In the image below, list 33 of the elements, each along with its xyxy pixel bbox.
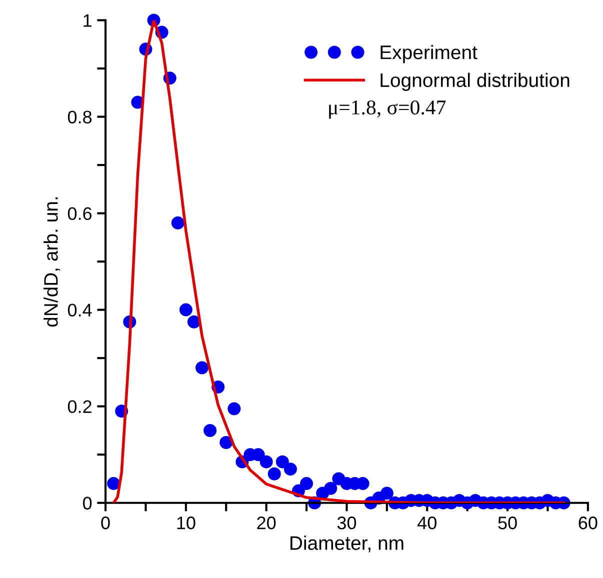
point (324, 482, 338, 495)
x-axis-title: Diameter, nm (290, 536, 404, 552)
annotation: μ=1.8, σ=0.47 (329, 100, 446, 119)
x-tick-label: 40 (418, 516, 436, 530)
point (300, 477, 314, 490)
x-tick-label: 20 (257, 516, 276, 530)
point (380, 486, 394, 500)
point (220, 436, 233, 450)
point (268, 467, 281, 480)
x-tick-label: 30 (337, 516, 356, 530)
x-tick-label: 0 (101, 516, 110, 530)
point (171, 216, 184, 230)
y-tick-label: 0.2 (68, 400, 92, 414)
point (179, 303, 192, 316)
y-tick-label: 0.6 (68, 207, 92, 220)
x-tick-label: 10 (177, 516, 196, 530)
y-tick-label: 0.4 (68, 304, 92, 317)
point (260, 455, 273, 468)
y-axis-title: dN/dD, arb. un. (44, 197, 60, 327)
y-tick-label: 0 (82, 496, 92, 510)
y-tick-label: 0.8 (68, 110, 92, 124)
x-tick-label: 50 (498, 516, 517, 530)
point (276, 455, 289, 468)
y-tick-label: 1 (84, 14, 92, 27)
point (107, 477, 120, 490)
legend-label: Experiment (380, 44, 478, 64)
point (284, 462, 297, 476)
x-tick-label: 60 (578, 516, 598, 530)
point (187, 315, 200, 328)
point (204, 424, 217, 437)
point (196, 361, 209, 374)
legend-label: Lognormal distribution (380, 72, 570, 91)
point (228, 402, 241, 416)
